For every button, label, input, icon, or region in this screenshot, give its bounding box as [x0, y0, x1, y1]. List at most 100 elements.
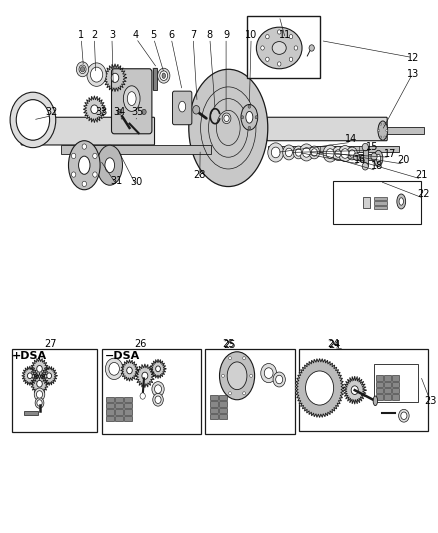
Circle shape	[293, 146, 303, 159]
Text: 23: 23	[423, 396, 435, 406]
Bar	[356, 154, 373, 160]
Bar	[362, 147, 367, 166]
Polygon shape	[343, 376, 365, 404]
Text: 17: 17	[383, 149, 395, 158]
Circle shape	[370, 153, 376, 160]
Ellipse shape	[127, 92, 136, 106]
Circle shape	[385, 130, 387, 132]
Circle shape	[76, 62, 88, 77]
Circle shape	[379, 123, 381, 125]
Circle shape	[249, 374, 252, 377]
Bar	[115, 409, 123, 415]
Bar	[375, 375, 382, 381]
Text: 24: 24	[327, 339, 339, 349]
Circle shape	[247, 126, 250, 130]
Bar	[391, 394, 398, 400]
Circle shape	[155, 366, 160, 372]
Text: 34: 34	[113, 107, 125, 117]
Circle shape	[343, 193, 359, 212]
Circle shape	[10, 92, 56, 148]
Bar	[61, 145, 210, 154]
Text: 27: 27	[44, 339, 57, 349]
Text: −DSA: −DSA	[104, 351, 139, 361]
Bar	[267, 146, 399, 152]
Text: 35: 35	[131, 107, 143, 117]
Circle shape	[347, 197, 356, 208]
Ellipse shape	[375, 155, 380, 163]
Circle shape	[308, 146, 319, 159]
Text: +DSA: +DSA	[11, 351, 46, 361]
Bar	[218, 395, 226, 400]
Circle shape	[361, 143, 367, 151]
Ellipse shape	[396, 194, 405, 209]
Circle shape	[34, 388, 45, 401]
Text: 16: 16	[353, 155, 365, 165]
Bar	[375, 382, 382, 387]
Ellipse shape	[97, 145, 122, 185]
Polygon shape	[83, 96, 105, 123]
Bar	[152, 68, 157, 90]
Text: 30: 30	[130, 177, 142, 187]
Bar	[124, 397, 131, 402]
Bar	[332, 181, 420, 224]
Circle shape	[348, 150, 354, 157]
Text: 31: 31	[110, 176, 122, 186]
Bar	[363, 197, 369, 208]
Bar	[209, 395, 217, 400]
Bar	[209, 401, 217, 407]
Circle shape	[308, 45, 314, 51]
Text: 4: 4	[133, 30, 139, 39]
Circle shape	[353, 153, 359, 160]
Bar	[209, 414, 217, 419]
Circle shape	[305, 371, 333, 405]
Text: 22: 22	[417, 189, 429, 199]
Ellipse shape	[123, 86, 140, 111]
Circle shape	[141, 109, 146, 115]
Circle shape	[87, 63, 106, 86]
Bar	[299, 349, 427, 431]
Bar	[124, 409, 131, 415]
Circle shape	[157, 68, 170, 83]
Bar	[373, 206, 386, 209]
Circle shape	[155, 396, 161, 403]
Circle shape	[277, 30, 280, 34]
Bar	[391, 382, 398, 387]
Ellipse shape	[372, 396, 377, 406]
Bar	[106, 403, 114, 408]
Bar	[383, 388, 390, 393]
Circle shape	[221, 374, 224, 377]
Circle shape	[242, 357, 245, 360]
Ellipse shape	[78, 156, 90, 174]
Text: 33: 33	[95, 107, 107, 117]
Circle shape	[302, 148, 310, 157]
Circle shape	[295, 149, 301, 156]
Circle shape	[334, 150, 340, 157]
Circle shape	[152, 393, 163, 406]
Circle shape	[36, 391, 42, 398]
Text: 9: 9	[223, 30, 229, 39]
Text: 7: 7	[190, 30, 196, 39]
Circle shape	[247, 105, 250, 108]
Bar	[24, 411, 38, 415]
Text: 10: 10	[244, 30, 257, 39]
Polygon shape	[31, 373, 48, 394]
Polygon shape	[150, 359, 166, 378]
Text: 14: 14	[344, 134, 357, 143]
Ellipse shape	[240, 104, 257, 130]
Circle shape	[264, 368, 272, 378]
Circle shape	[325, 149, 333, 158]
Circle shape	[82, 144, 86, 149]
FancyBboxPatch shape	[172, 91, 191, 125]
Bar	[218, 414, 226, 419]
Text: 2: 2	[91, 30, 97, 39]
Circle shape	[82, 181, 86, 187]
Ellipse shape	[105, 158, 114, 173]
Bar	[106, 397, 114, 402]
Circle shape	[127, 367, 132, 374]
Circle shape	[265, 57, 268, 61]
Circle shape	[71, 172, 76, 177]
Bar	[115, 397, 123, 402]
Circle shape	[37, 366, 42, 372]
Bar	[115, 403, 123, 408]
Circle shape	[80, 67, 85, 72]
